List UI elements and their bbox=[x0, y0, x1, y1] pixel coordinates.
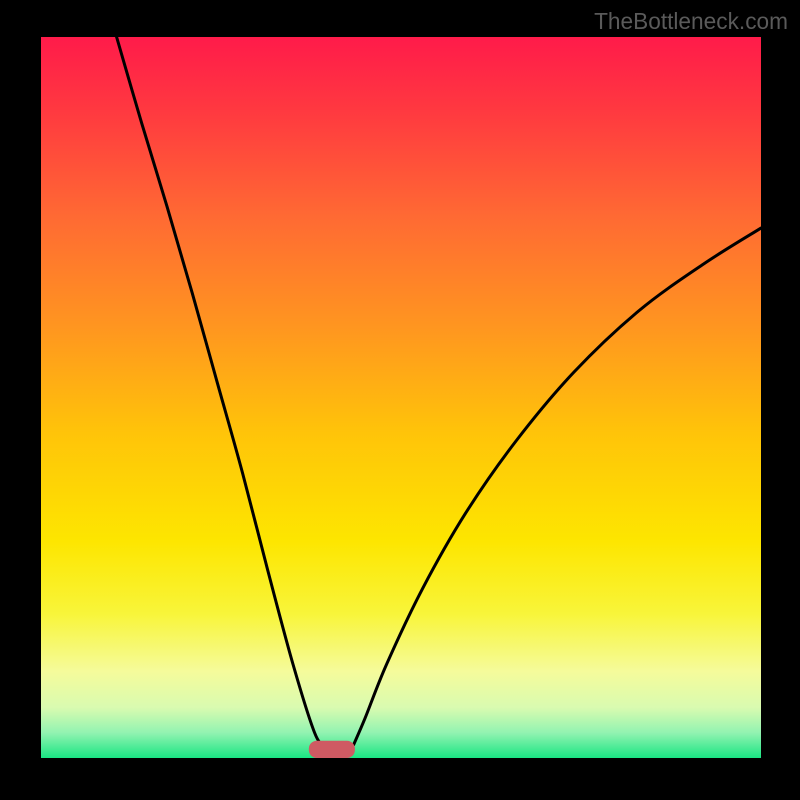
nadir-marker bbox=[309, 741, 355, 758]
plot-area bbox=[41, 37, 761, 758]
watermark-text: TheBottleneck.com bbox=[594, 8, 788, 35]
root-container: TheBottleneck.com bbox=[0, 0, 800, 800]
chart-svg bbox=[41, 37, 761, 758]
